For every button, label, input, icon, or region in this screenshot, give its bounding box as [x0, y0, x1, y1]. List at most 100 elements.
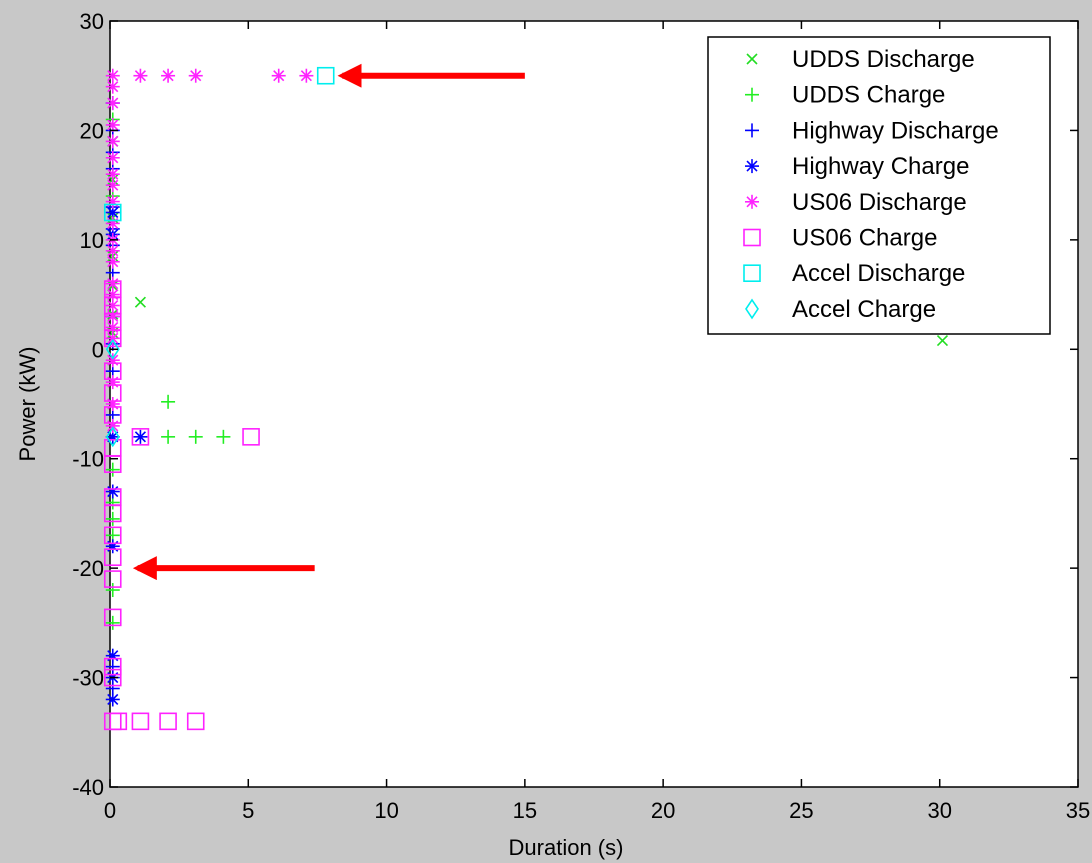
legend-label: UDDS Discharge — [792, 46, 975, 73]
data-point — [105, 397, 120, 411]
data-point — [134, 296, 146, 308]
data-point — [103, 280, 122, 298]
data-point — [103, 438, 122, 457]
y-tick-label: 10 — [80, 228, 104, 253]
legend-marker — [746, 53, 758, 65]
data-point — [161, 68, 176, 83]
data-point — [105, 426, 120, 448]
y-tick-label: 20 — [80, 118, 104, 143]
legend-label: Accel Charge — [792, 296, 936, 323]
data-point — [103, 548, 122, 567]
legend-marker — [743, 228, 761, 247]
data-point — [109, 712, 128, 731]
y-tick-label: -30 — [72, 666, 104, 691]
legend-entry: UDDS Discharge — [746, 46, 975, 73]
series-accel-charge — [105, 338, 120, 448]
legend-label: US06 Charge — [792, 225, 937, 252]
data-point — [105, 692, 120, 707]
legend-marker — [743, 264, 761, 283]
data-point — [105, 117, 120, 132]
x-tick-label: 35 — [1066, 798, 1090, 823]
data-point — [188, 68, 203, 83]
data-point — [105, 331, 120, 346]
x-tick-label: 10 — [374, 798, 398, 823]
legend-entry: Highway Discharge — [745, 117, 999, 144]
data-points — [103, 66, 949, 731]
data-point — [105, 194, 120, 209]
legend-marker — [745, 159, 759, 174]
legend-label: Highway Discharge — [792, 117, 999, 144]
data-point — [105, 353, 120, 368]
annotations — [132, 63, 525, 581]
series-us06-charge — [103, 280, 260, 731]
x-tick-label: 30 — [927, 798, 951, 823]
data-point — [105, 254, 120, 269]
x-tick-label: 20 — [651, 798, 675, 823]
data-point — [103, 657, 122, 676]
series-accel-discharge — [103, 66, 335, 222]
data-point — [936, 334, 949, 347]
data-point — [133, 429, 148, 444]
legend-label: UDDS Charge — [792, 82, 945, 109]
legend: UDDS Discharge UDDS Charge Highway Dischar… — [707, 36, 1051, 335]
data-point — [103, 668, 122, 687]
legend-marker — [745, 123, 759, 138]
data-point — [188, 429, 203, 444]
data-point — [105, 462, 120, 477]
y-tick-label: -10 — [72, 447, 104, 472]
data-point — [105, 418, 120, 433]
data-point — [105, 338, 120, 360]
y-tick-label: -40 — [72, 775, 104, 800]
data-point — [103, 570, 122, 588]
x-tick-label: 5 — [242, 798, 254, 823]
data-point — [133, 68, 148, 83]
x-tick-label: 0 — [104, 798, 116, 823]
data-point — [105, 178, 120, 193]
data-point — [131, 428, 150, 446]
legend-entry: UDDS Charge — [745, 82, 945, 109]
data-point — [105, 583, 120, 598]
data-point — [105, 216, 120, 231]
data-point — [159, 712, 177, 731]
legend-entry: Accel Discharge — [743, 260, 965, 287]
legend-entry: US06 Discharge — [745, 189, 967, 216]
data-point — [161, 394, 176, 409]
legend-box — [707, 36, 1051, 335]
x-axis-label: Duration (s) — [509, 835, 624, 860]
data-point — [103, 608, 122, 627]
legend-label: Accel Discharge — [792, 260, 965, 287]
data-point — [105, 539, 120, 554]
y-axis-label: Power (kW) — [15, 347, 40, 462]
data-point — [103, 526, 122, 545]
data-point — [131, 712, 150, 731]
y-tick-label: 0 — [92, 337, 104, 362]
data-point — [105, 484, 120, 499]
legend-entry: Highway Charge — [745, 153, 969, 180]
data-point — [299, 68, 314, 83]
x-tick-label: 15 — [513, 798, 537, 823]
legend-entry: US06 Charge — [743, 225, 937, 252]
data-point — [216, 429, 231, 444]
data-point — [161, 429, 176, 444]
data-point — [103, 203, 122, 222]
y-tick-label: 30 — [80, 9, 104, 34]
legend-marker — [745, 298, 759, 320]
data-point — [105, 615, 120, 630]
legend-marker — [745, 194, 759, 209]
data-point — [105, 648, 120, 663]
legend-label: Highway Charge — [792, 153, 969, 180]
data-point — [271, 68, 286, 83]
data-point — [105, 150, 120, 165]
data-point — [103, 384, 122, 402]
y-tick-label: -20 — [72, 556, 104, 581]
data-point — [105, 134, 120, 149]
data-point — [105, 375, 120, 390]
data-point — [242, 428, 260, 446]
data-point — [316, 66, 335, 85]
legend-marker — [745, 87, 759, 102]
data-point — [186, 712, 205, 731]
data-point — [105, 511, 120, 526]
data-point — [103, 488, 122, 506]
axis-ticks: 0 5 10 15 20 25 30 35 -40 -30 -20 -10 0 10 20 30 — [72, 9, 1090, 823]
